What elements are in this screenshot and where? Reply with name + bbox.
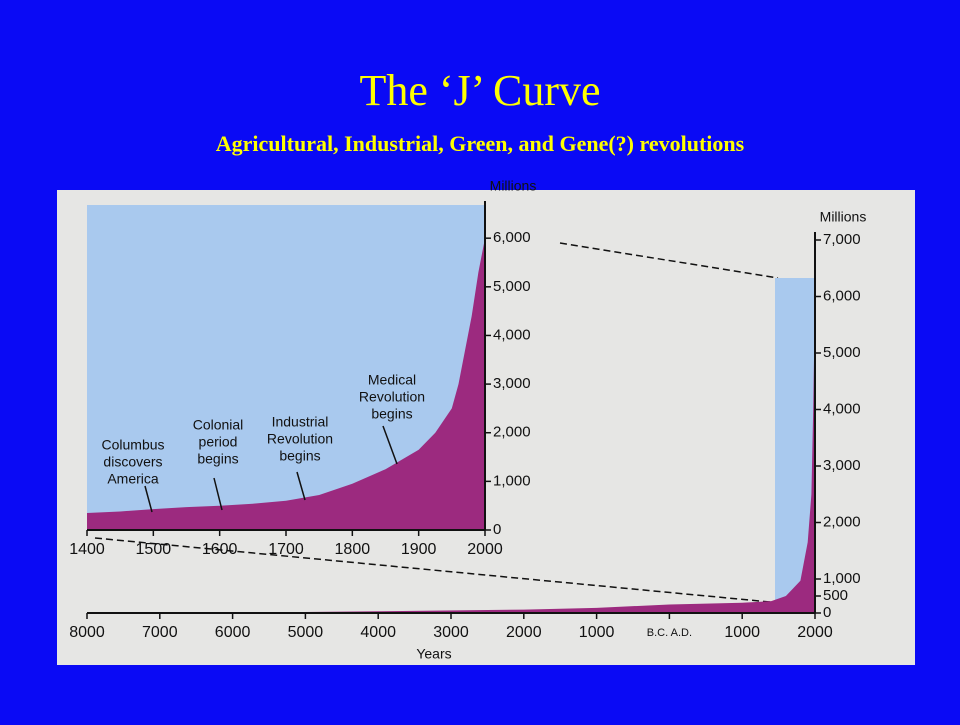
annotation: begins (279, 448, 320, 464)
y-tick-label: 1,000 (823, 570, 861, 587)
y-tick-label: 6,000 (823, 287, 861, 304)
x-tick-label: 5000 (288, 624, 324, 641)
annotation: begins (371, 406, 412, 422)
y-tick-label: 3,000 (823, 457, 861, 474)
title: The ‘J’ Curve (359, 66, 600, 115)
x-tick-label: 7000 (142, 624, 178, 641)
y-tick-label: 0 (823, 604, 831, 621)
x-tick-label: 1600 (202, 541, 238, 558)
y-tick-label: 5,000 (823, 344, 861, 361)
zoom-line (94, 537, 771, 603)
annotation: Colonial (193, 417, 244, 433)
y-axis-label: Millions (820, 209, 867, 225)
annotation: Industrial (272, 414, 329, 430)
x-tick-label: 1000 (724, 624, 760, 641)
y-tick-label: 1,000 (493, 472, 531, 489)
x-tick-label: 1400 (69, 541, 105, 558)
y-tick-label: 2,000 (493, 424, 531, 441)
annotation: Medical (368, 372, 416, 388)
annotation-pointer (296, 471, 306, 501)
x-tick-label: 8000 (69, 624, 105, 641)
population-area (87, 238, 485, 530)
x-tick-label: 1500 (136, 541, 172, 558)
x-tick-label: 3000 (433, 624, 469, 641)
x-tick-label: 4000 (360, 624, 396, 641)
annotation-pointer (213, 477, 223, 511)
x-tick-label: 2000 (797, 624, 833, 641)
annotation-pointer (144, 485, 153, 513)
annotation: begins (197, 451, 238, 467)
annotation: period (199, 434, 238, 450)
y-tick-label: 7,000 (823, 231, 861, 248)
x-tick-label: 1700 (268, 541, 304, 558)
zoom-line (559, 242, 779, 279)
x-tick-label: 6000 (215, 624, 251, 641)
y-tick-label: 4,000 (493, 326, 531, 343)
x-tick-label: 2000 (506, 624, 542, 641)
y-tick-label: 500 (823, 587, 848, 604)
x-tick-label: 1800 (335, 541, 371, 558)
x-tick-label: 2000 (467, 541, 503, 558)
y-axis-label: Millions (490, 178, 537, 194)
annotation: Revolution (359, 389, 425, 405)
y-tick-label: 6,000 (493, 229, 531, 246)
y-tick-label: 2,000 (823, 513, 861, 530)
x-axis-label: Years (416, 646, 451, 662)
annotation: discovers (103, 454, 162, 470)
y-tick-label: 4,000 (823, 400, 861, 417)
annotation-pointer (382, 425, 398, 465)
y-tick-label: 0 (493, 521, 501, 538)
annotation: Columbus (101, 437, 164, 453)
subtitle: Agricultural, Industrial, Green, and Gen… (216, 131, 745, 156)
y-tick-label: 3,000 (493, 375, 531, 392)
x-tick-label: 1900 (401, 541, 437, 558)
x-tick-label: B.C. A.D. (647, 627, 692, 639)
x-tick-label: 1000 (579, 624, 615, 641)
annotation: America (107, 471, 159, 487)
y-tick-label: 5,000 (493, 278, 531, 295)
annotation: Revolution (267, 431, 333, 447)
